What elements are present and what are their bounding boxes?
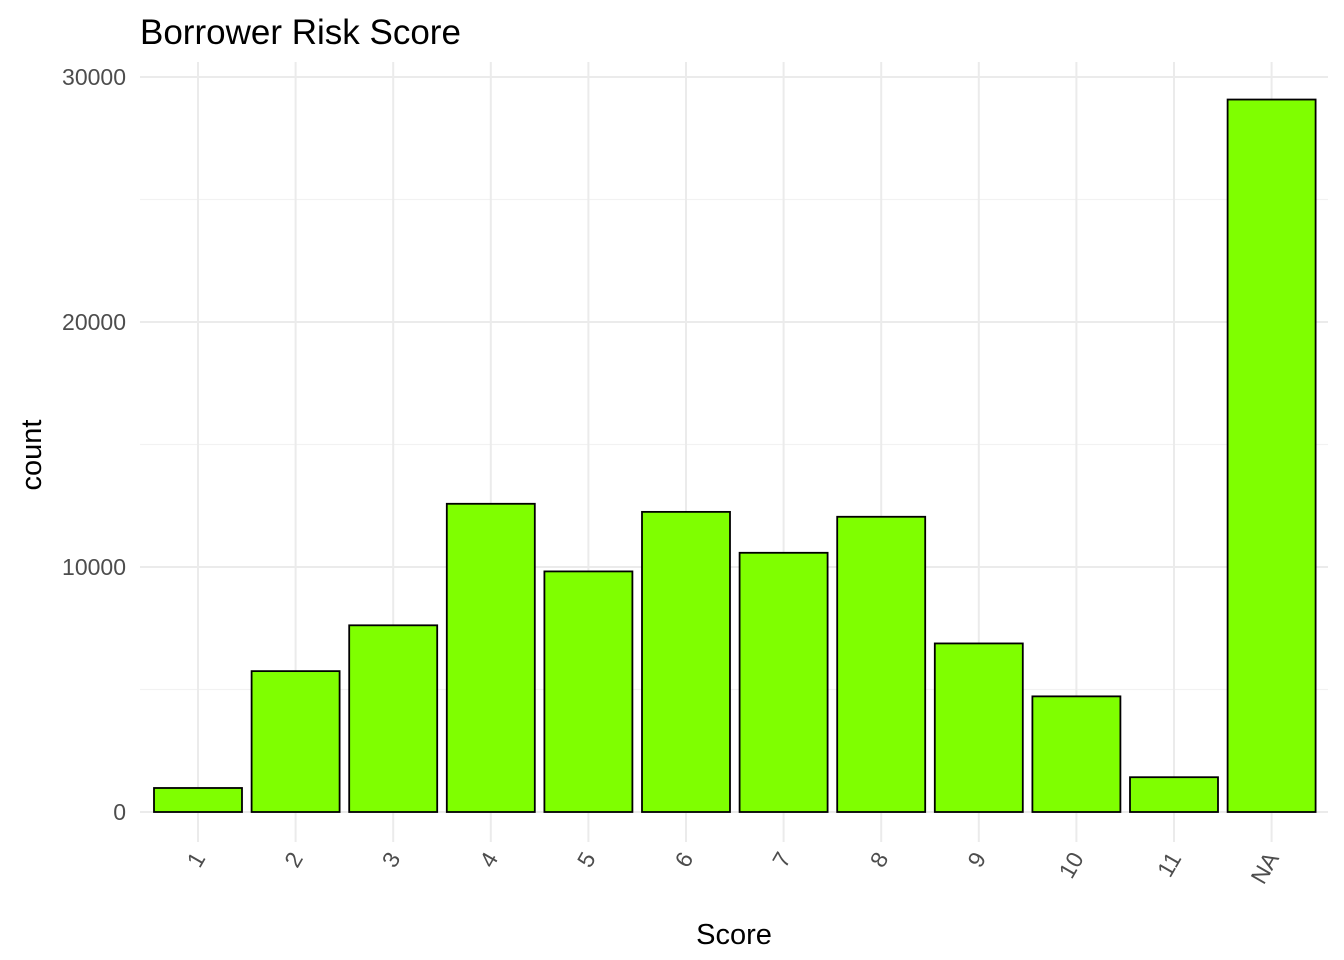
bar-9 — [933, 642, 1024, 813]
x-axis-ticks: 1 2 3 4 5 6 7 8 9 10 11 NA — [181, 847, 1284, 888]
bar-1 — [153, 787, 243, 813]
chart-title: Borrower Risk Score — [140, 13, 461, 52]
x-tick-label: NA — [1245, 847, 1284, 888]
y-axis-title: count — [16, 420, 48, 491]
y-axis-ticks: 0 10000 20000 30000 — [62, 64, 126, 825]
x-tick-label: 1 — [181, 848, 210, 872]
y-tick-label: 10000 — [62, 554, 126, 580]
x-tick-label: 4 — [474, 847, 503, 871]
bar-4 — [445, 502, 536, 813]
bar-5 — [543, 570, 634, 813]
x-tick-label: 6 — [669, 848, 698, 872]
bar-11 — [1129, 776, 1219, 813]
bar-7 — [738, 551, 829, 813]
y-tick-label: 20000 — [62, 309, 126, 335]
x-axis-title: Score — [696, 919, 772, 951]
bars — [153, 98, 1317, 813]
bar-3 — [348, 624, 439, 813]
x-tick-label: 11 — [1152, 848, 1186, 882]
bar-8 — [836, 515, 927, 813]
y-tick-label: 30000 — [62, 64, 126, 90]
bar-6 — [641, 510, 731, 813]
x-tick-label: 5 — [572, 848, 601, 872]
x-tick-label: 2 — [279, 848, 308, 872]
bar-2 — [250, 670, 341, 813]
x-tick-label: 10 — [1053, 848, 1088, 883]
x-tick-label: 7 — [767, 848, 796, 872]
x-tick-label: 8 — [865, 848, 894, 872]
y-tick-label: 0 — [113, 799, 126, 825]
bar-10 — [1031, 695, 1122, 813]
x-tick-label: 9 — [962, 848, 991, 872]
bar-NA — [1226, 98, 1317, 813]
x-tick-label: 3 — [377, 848, 406, 872]
